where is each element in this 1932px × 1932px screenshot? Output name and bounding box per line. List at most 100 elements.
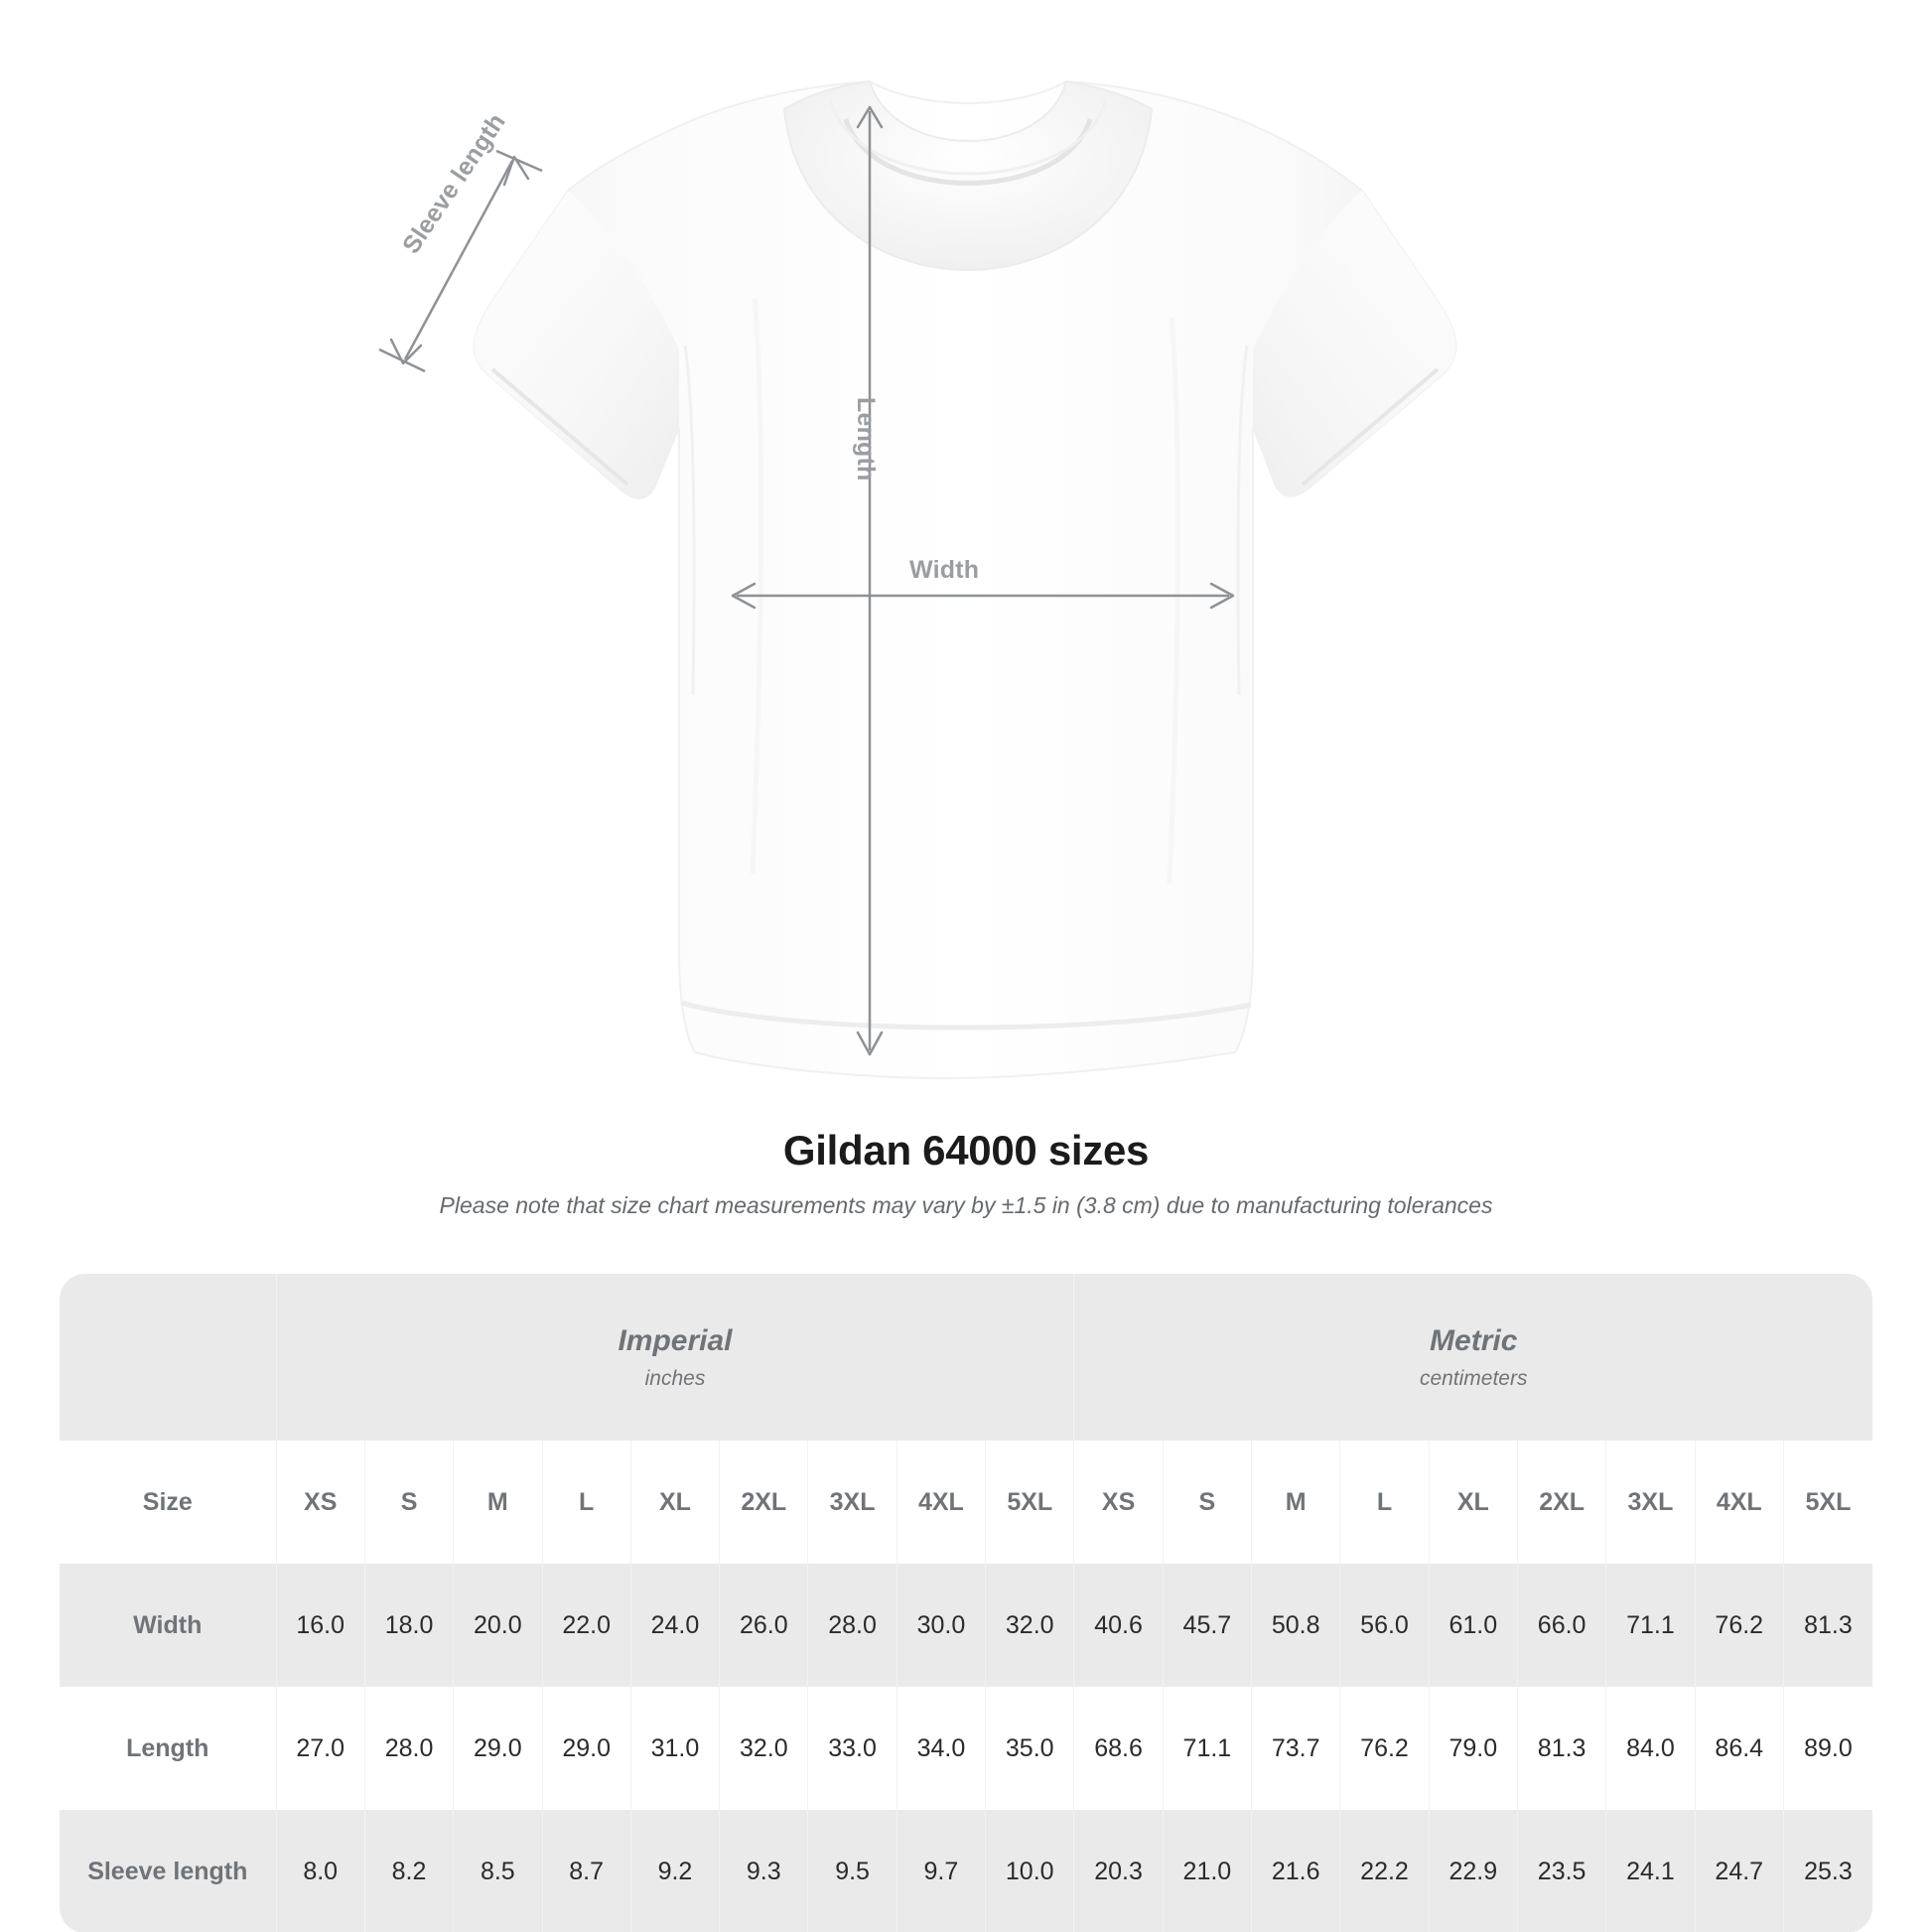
sleeve-arrowhead-bottom — [389, 338, 423, 365]
measurement-cell: 29.0 — [453, 1687, 543, 1810]
collar-inner-edge — [843, 118, 1093, 186]
length-label: Length — [852, 397, 880, 482]
measurement-cell: 21.6 — [1251, 1810, 1341, 1932]
measurement-cell: 29.0 — [542, 1687, 631, 1810]
measurement-cell: 26.0 — [719, 1564, 809, 1687]
measurement-cell: 71.1 — [1163, 1687, 1253, 1810]
measurement-cell: 24.1 — [1605, 1810, 1696, 1932]
size-table-container: Imperial inches Metric centimeters Size XS S M L… — [60, 1274, 1872, 1932]
size-header-cell: M — [1251, 1441, 1341, 1564]
size-header-cell: 5XL — [1783, 1441, 1872, 1564]
size-header-cell: XL — [630, 1441, 721, 1564]
measurement-cell: 76.2 — [1339, 1687, 1430, 1810]
measurement-cell: 35.0 — [985, 1687, 1075, 1810]
collar-stitch — [828, 98, 1108, 176]
size-header-cell: XL — [1429, 1441, 1518, 1564]
size-row-label: Size — [60, 1441, 277, 1564]
table-row: Length 27.0 28.0 29.0 29.0 31.0 32.0 33.0 34.0 35… — [60, 1687, 1872, 1810]
measurement-cell: 79.0 — [1429, 1687, 1518, 1810]
size-header-row: Size XS S M L XL 2XL 3XL 4XL 5XL XS S M L XL 2XL 3XL 4XL 5… — [60, 1441, 1872, 1564]
size-table: Imperial inches Metric centimeters Size XS S M L… — [60, 1274, 1872, 1932]
measurement-cell: 22.0 — [542, 1564, 631, 1687]
measurement-cell: 28.0 — [807, 1564, 897, 1687]
measurement-cell: 10.0 — [985, 1810, 1075, 1932]
page-title: Gildan 64000 sizes — [782, 1127, 1150, 1173]
measurement-cell: 89.0 — [1783, 1687, 1872, 1810]
width-arrowhead-left — [731, 582, 757, 610]
measurement-cell: 16.0 — [276, 1564, 365, 1687]
measurement-cell: 24.0 — [630, 1564, 721, 1687]
collar — [782, 79, 1154, 272]
measurement-cell: 21.0 — [1163, 1810, 1253, 1932]
size-header-cell: 5XL — [985, 1441, 1075, 1564]
measurement-cell: 27.0 — [276, 1687, 365, 1810]
measurement-lines — [378, 105, 1235, 1056]
right-sleeve-hem — [1301, 367, 1440, 486]
measurement-cell: 56.0 — [1339, 1564, 1430, 1687]
measurement-cell: 84.0 — [1605, 1687, 1696, 1810]
unit-group-imperial: Imperial inches — [276, 1274, 1075, 1441]
chart-header: Gildan 64000 sizes Please note that size… — [0, 1127, 1932, 1219]
measurement-cell: 20.3 — [1073, 1810, 1164, 1932]
size-header-cell: 4XL — [1695, 1441, 1784, 1564]
measurement-cell: 8.2 — [364, 1810, 455, 1932]
measurement-cell: 71.1 — [1605, 1564, 1696, 1687]
measurement-cell: 34.0 — [897, 1687, 987, 1810]
size-header-cell: S — [364, 1441, 455, 1564]
measurement-cell: 31.0 — [630, 1687, 721, 1810]
size-header-cell: L — [542, 1441, 631, 1564]
measurement-cell: 50.8 — [1251, 1564, 1341, 1687]
measurement-cell: 22.2 — [1339, 1810, 1430, 1932]
unit-group-metric: Metric centimeters — [1073, 1274, 1872, 1441]
tshirt-diagram: Sleeve length Length Width — [378, 79, 1457, 1080]
size-header-cell: M — [453, 1441, 543, 1564]
fabric-fold-right — [1167, 317, 1181, 885]
measurement-row-label: Sleeve length — [60, 1810, 277, 1932]
fabric-fold-left — [750, 297, 764, 875]
length-arrowhead-top — [856, 105, 884, 129]
table-row: Sleeve length 8.0 8.2 8.5 8.7 9.2 9.3 9.5 9.7 10.… — [60, 1810, 1872, 1932]
size-header-cell: XS — [276, 1441, 365, 1564]
measurement-cell: 9.3 — [719, 1810, 809, 1932]
size-header-cell: S — [1163, 1441, 1253, 1564]
right-sleeve — [1253, 191, 1456, 496]
size-header-cell: 2XL — [1517, 1441, 1607, 1564]
measurement-cell: 45.7 — [1163, 1564, 1253, 1687]
measurement-cell: 68.6 — [1073, 1687, 1164, 1810]
measurement-cell: 40.6 — [1073, 1564, 1164, 1687]
sleeve-tick-top — [495, 149, 543, 173]
bottom-hem — [680, 1000, 1252, 1031]
measurement-cell: 28.0 — [364, 1687, 455, 1810]
size-header-cell: 3XL — [807, 1441, 897, 1564]
length-arrowhead-bottom — [856, 1031, 884, 1056]
sleeve-length-line — [403, 160, 514, 360]
measurement-cell: 8.7 — [542, 1810, 631, 1932]
unit-group-name: Metric — [1430, 1323, 1518, 1357]
tolerance-note: Please note that size chart measurements… — [439, 1192, 1493, 1218]
measurement-cell: 8.0 — [276, 1810, 365, 1932]
size-header-cell: L — [1339, 1441, 1430, 1564]
table-row: Width 16.0 18.0 20.0 22.0 24.0 26.0 28.0 30.0 32.… — [60, 1564, 1872, 1687]
measurement-cell: 8.5 — [453, 1810, 543, 1932]
measurement-cell: 9.2 — [630, 1810, 721, 1932]
measurement-row-label: Length — [60, 1687, 277, 1810]
measurement-cell: 73.7 — [1251, 1687, 1341, 1810]
measurement-cell: 18.0 — [364, 1564, 455, 1687]
sleeve-tick-bottom — [378, 347, 426, 373]
measurement-cell: 66.0 — [1517, 1564, 1607, 1687]
unit-header-row: Imperial inches Metric centimeters — [60, 1274, 1872, 1441]
measurement-cell: 32.0 — [719, 1687, 809, 1810]
unit-header-spacer — [60, 1274, 277, 1441]
measurement-cell: 25.3 — [1783, 1810, 1872, 1932]
right-body-seam — [1236, 345, 1249, 696]
unit-group-name: Imperial — [618, 1323, 733, 1357]
left-sleeve-hem — [490, 367, 629, 486]
measurement-row-label: Width — [60, 1564, 277, 1687]
measurement-cell: 32.0 — [985, 1564, 1075, 1687]
size-header-cell: XS — [1073, 1441, 1164, 1564]
measurement-cell: 61.0 — [1429, 1564, 1518, 1687]
tshirt-illustration — [378, 79, 1457, 1080]
measurement-cell: 9.7 — [897, 1810, 987, 1932]
width-arrowhead-right — [1209, 582, 1235, 610]
